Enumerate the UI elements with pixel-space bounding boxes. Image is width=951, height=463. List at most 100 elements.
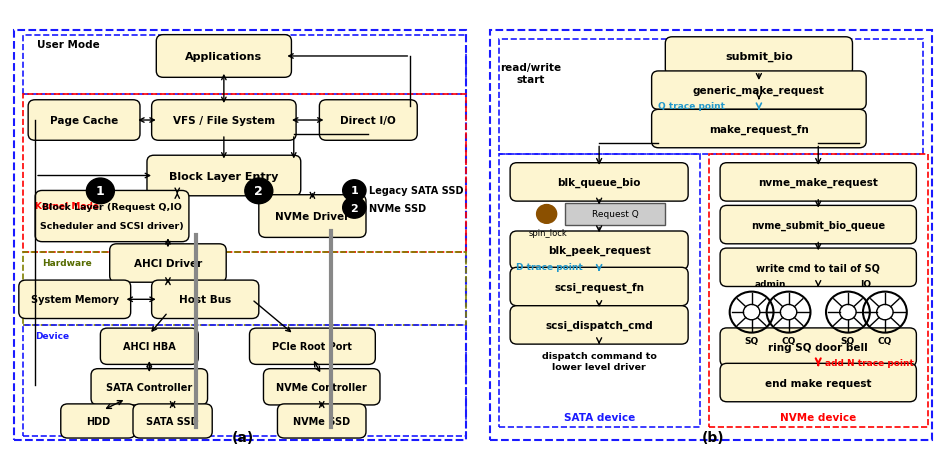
Text: scsi_request_fn: scsi_request_fn [554, 282, 644, 292]
Text: blk_queue_bio: blk_queue_bio [557, 177, 641, 188]
FancyBboxPatch shape [61, 404, 135, 438]
FancyBboxPatch shape [133, 404, 212, 438]
Text: System Memory: System Memory [30, 294, 119, 305]
Text: Block Layer (Request Q,IO: Block Layer (Request Q,IO [42, 203, 182, 212]
Text: NVMe SSD: NVMe SSD [293, 416, 350, 426]
Text: AHCI Driver: AHCI Driver [134, 258, 202, 269]
Circle shape [536, 205, 556, 224]
FancyBboxPatch shape [249, 328, 376, 365]
Text: (b): (b) [702, 431, 725, 444]
Text: Hardware: Hardware [42, 259, 92, 268]
FancyBboxPatch shape [91, 369, 207, 405]
Text: 1: 1 [96, 185, 105, 198]
FancyBboxPatch shape [101, 328, 198, 365]
Text: AHCI HBA: AHCI HBA [123, 342, 176, 351]
FancyBboxPatch shape [720, 206, 917, 244]
FancyBboxPatch shape [651, 110, 866, 149]
Text: SQ: SQ [745, 337, 759, 345]
Text: Q trace point: Q trace point [658, 102, 726, 111]
Text: Block Layer Entry: Block Layer Entry [169, 171, 279, 181]
FancyBboxPatch shape [510, 232, 689, 270]
Text: submit_bio: submit_bio [725, 52, 793, 62]
Text: SATA device: SATA device [564, 412, 634, 422]
FancyBboxPatch shape [320, 100, 417, 141]
Text: blk_peek_request: blk_peek_request [548, 245, 650, 256]
Text: end make request: end make request [765, 378, 871, 388]
FancyBboxPatch shape [651, 72, 866, 110]
Bar [24, 95, 466, 253]
Circle shape [342, 197, 366, 219]
FancyBboxPatch shape [109, 244, 226, 282]
FancyBboxPatch shape [147, 156, 301, 196]
Text: ring SQ door bell: ring SQ door bell [768, 342, 868, 352]
Text: 1: 1 [351, 186, 359, 196]
Circle shape [744, 305, 760, 320]
Text: write cmd to tail of SQ: write cmd to tail of SQ [756, 263, 881, 273]
Text: nvme_make_request: nvme_make_request [758, 177, 878, 188]
Circle shape [244, 179, 273, 204]
FancyBboxPatch shape [720, 163, 917, 202]
Circle shape [342, 181, 366, 202]
Text: Legacy SATA SSD: Legacy SATA SSD [369, 186, 464, 196]
FancyBboxPatch shape [151, 281, 259, 319]
Text: Scheduler and SCSI driver): Scheduler and SCSI driver) [40, 221, 184, 231]
Text: SQ: SQ [841, 337, 855, 345]
Bar [498, 155, 700, 427]
Text: NVMe SSD: NVMe SSD [369, 203, 426, 213]
Text: IO: IO [861, 279, 872, 288]
FancyBboxPatch shape [666, 38, 852, 76]
Circle shape [877, 305, 893, 320]
Bar [708, 155, 928, 427]
Text: Request Q: Request Q [592, 210, 638, 219]
FancyBboxPatch shape [278, 404, 366, 438]
FancyBboxPatch shape [29, 100, 140, 141]
Text: dispatch command to
lower level driver: dispatch command to lower level driver [542, 352, 656, 371]
Text: read/write
start: read/write start [500, 63, 561, 85]
Text: Page Cache: Page Cache [50, 116, 118, 126]
Bar [24, 325, 466, 436]
Text: User Mode: User Mode [37, 40, 100, 50]
FancyBboxPatch shape [151, 100, 296, 141]
Text: VFS / File System: VFS / File System [173, 116, 275, 126]
Text: admin: admin [754, 279, 786, 288]
FancyBboxPatch shape [35, 191, 189, 242]
Text: (a): (a) [231, 431, 254, 444]
FancyBboxPatch shape [510, 306, 689, 344]
Text: Direct I/O: Direct I/O [340, 116, 397, 126]
Text: Applications: Applications [185, 52, 262, 62]
FancyBboxPatch shape [510, 268, 689, 306]
Text: make_request_fn: make_request_fn [709, 124, 808, 134]
Text: HDD: HDD [86, 416, 110, 426]
Text: SATA Controller: SATA Controller [107, 382, 192, 392]
Circle shape [87, 179, 114, 204]
Bar [24, 36, 466, 95]
Text: add N trace point: add N trace point [825, 358, 914, 367]
FancyBboxPatch shape [720, 363, 917, 402]
Text: CQ: CQ [782, 337, 796, 345]
FancyBboxPatch shape [263, 369, 380, 405]
FancyBboxPatch shape [510, 163, 689, 202]
FancyBboxPatch shape [156, 36, 291, 78]
Text: NVMe Controller: NVMe Controller [277, 382, 367, 392]
Text: D trace point: D trace point [516, 262, 583, 271]
Text: NVMe Driver: NVMe Driver [275, 212, 350, 222]
Text: Device: Device [35, 331, 69, 340]
FancyBboxPatch shape [720, 249, 917, 287]
Text: nvme_submit_bio_queue: nvme_submit_bio_queue [751, 220, 885, 230]
Text: CQ: CQ [878, 337, 892, 345]
Text: SATA SSD: SATA SSD [146, 416, 199, 426]
Circle shape [781, 305, 797, 320]
Text: generic_make_request: generic_make_request [693, 86, 825, 96]
Bar [24, 253, 466, 325]
FancyBboxPatch shape [720, 328, 917, 367]
FancyBboxPatch shape [259, 195, 366, 238]
Bar [498, 40, 923, 155]
Text: spin_lock: spin_lock [529, 228, 567, 237]
Text: Host Bus: Host Bus [179, 294, 231, 305]
Text: PCIe Root Port: PCIe Root Port [273, 342, 352, 351]
Text: scsi_dispatch_cmd: scsi_dispatch_cmd [545, 320, 653, 330]
Text: 2: 2 [351, 203, 359, 213]
Text: Kernel Mode: Kernel Mode [35, 201, 99, 210]
Text: NVMe device: NVMe device [780, 412, 856, 422]
Text: 2: 2 [255, 185, 263, 198]
